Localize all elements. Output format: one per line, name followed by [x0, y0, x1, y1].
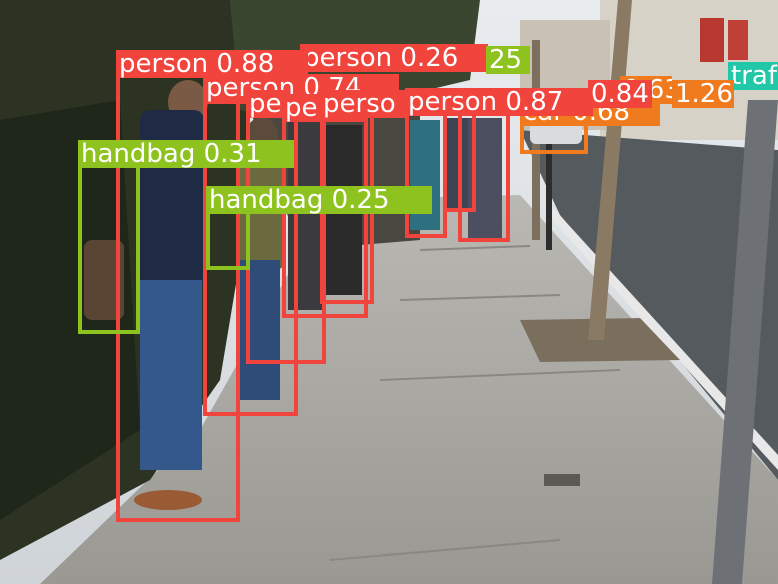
detection-label: person 0.26 [300, 44, 488, 72]
handbag-shape [84, 240, 124, 320]
drain-cover [544, 474, 580, 486]
handbag-box [78, 162, 140, 334]
sidewalk-seam [379, 369, 621, 381]
parked-car [530, 122, 582, 144]
pole-mid [546, 110, 552, 250]
sign-pole [712, 100, 778, 584]
sidewalk-seam [419, 245, 531, 251]
detection-label: handbag 0.25 [206, 186, 432, 214]
detection-label: 25 [486, 46, 530, 74]
hedge-dark [0, 100, 140, 520]
detection-label: 0.84 [588, 80, 652, 108]
detection-label: handbag 0.31 [78, 140, 294, 168]
detection-label: pe [282, 94, 326, 122]
sidewalk-seam [329, 539, 561, 561]
detection-label: person 0.88 [116, 50, 308, 78]
banner-red [700, 18, 724, 62]
detection-label: person 0.87 [405, 88, 593, 116]
banner-red-2 [728, 20, 748, 60]
detection-label: perso [320, 90, 408, 118]
person-box [405, 112, 447, 238]
detection-label: traf [728, 62, 778, 90]
person-box [458, 110, 510, 242]
detection-label: 1.26 [672, 80, 734, 108]
sidewalk-seam [399, 294, 561, 301]
handbag-box [206, 210, 250, 270]
